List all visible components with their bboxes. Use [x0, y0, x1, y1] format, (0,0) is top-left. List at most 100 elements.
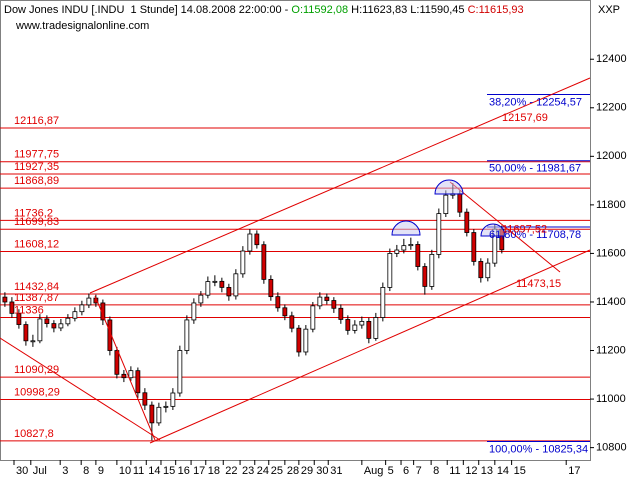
plot-border	[0, 0, 591, 461]
candle-body	[443, 194, 449, 215]
short-trend	[449, 181, 561, 273]
y-tick-label: 11400	[596, 296, 626, 308]
candle-body	[352, 324, 358, 331]
x-tick-label: 16	[178, 465, 190, 477]
candle-body	[408, 244, 414, 247]
watermark: www.tradesignalonline.com	[15, 20, 149, 32]
candle-body	[282, 307, 288, 317]
x-tick-label: 14	[148, 465, 160, 477]
level-label: 11387,87	[14, 292, 59, 304]
level-label: 11432,84	[14, 281, 59, 293]
x-tick-label: 14	[497, 465, 509, 477]
candle-body	[30, 340, 36, 343]
candle-body	[198, 294, 204, 304]
candle-body	[226, 287, 232, 297]
arc	[434, 179, 464, 195]
candle-body	[163, 405, 169, 408]
candle-body	[261, 244, 267, 280]
header-open: O:11592,08	[291, 4, 348, 16]
channel-upper	[89, 77, 591, 294]
arc	[391, 220, 421, 236]
candle-body	[135, 370, 141, 394]
candle-body	[170, 392, 176, 407]
x-tick-label: 7	[416, 465, 422, 477]
y-tick-label: 12400	[596, 53, 627, 65]
candle-body	[16, 312, 22, 325]
fan-line	[94, 295, 156, 441]
x-tick-label: 5	[388, 465, 394, 477]
candle-body	[142, 392, 148, 406]
candle-body	[331, 300, 337, 309]
candle-body	[478, 261, 484, 279]
candle-body	[401, 245, 407, 251]
x-tick-label: Aug	[364, 465, 384, 477]
y-tick-label: 11600	[596, 247, 626, 259]
candle-body	[191, 302, 197, 321]
x-tick-label: 15	[514, 465, 526, 477]
candle-body	[79, 304, 85, 313]
fib-label: 61,80% - 11708,78	[489, 229, 581, 241]
candle-body	[422, 266, 428, 287]
header-close: C:11615,93	[468, 4, 524, 16]
y-tick-label: 11200	[596, 344, 626, 356]
annotation: 11697,52	[502, 224, 547, 236]
candle-body	[114, 350, 120, 375]
candle-body	[317, 296, 323, 307]
header-high: H:11623,83	[351, 4, 407, 16]
x-tick-label: 12	[465, 465, 477, 477]
candle-body	[275, 296, 281, 309]
candle-body	[457, 193, 463, 213]
candle-body	[310, 305, 316, 330]
annotation: 12157,69	[502, 112, 548, 124]
candle-body	[289, 315, 295, 329]
candle-body	[72, 311, 78, 319]
candle-body	[23, 324, 29, 342]
candle-body	[436, 213, 442, 255]
x-tick-label: 25	[271, 465, 283, 477]
fib-label: 50,00% - 11981,67	[489, 163, 581, 175]
x-tick-label: 11	[449, 465, 460, 477]
level-label: 11699,83	[14, 216, 59, 228]
candle-body	[51, 323, 57, 329]
candle-body	[9, 301, 15, 314]
header: Dow Jones INDU [.INDU 1 Stunde] 14.08.20…	[4, 4, 524, 16]
x-tick-label: Jul	[33, 465, 47, 477]
candle-body	[240, 250, 246, 275]
candle-body	[303, 328, 309, 353]
candle-body	[485, 262, 491, 279]
arc	[480, 223, 506, 237]
x-tick-label: 18	[208, 465, 220, 477]
candle-body	[2, 296, 8, 303]
candle-body	[100, 302, 106, 321]
annotation: 11473,15	[516, 278, 561, 290]
candle-body	[464, 211, 470, 233]
candle-body	[471, 232, 477, 262]
candle-body	[387, 253, 393, 288]
x-tick-label: 28	[287, 465, 299, 477]
level-label: 11336	[14, 304, 44, 316]
channel-lower	[149, 249, 591, 444]
x-tick-label: 15	[163, 465, 175, 477]
candle-body	[373, 317, 379, 339]
trendlines	[0, 77, 591, 444]
x-tick-label: 30	[316, 465, 328, 477]
x-tick-label: 17	[193, 465, 205, 477]
x-tick-label: 6	[403, 465, 409, 477]
level-label: 10998,29	[14, 386, 60, 398]
y-tick-label: 10800	[596, 442, 627, 454]
candle-body	[324, 296, 330, 301]
candle-body	[86, 297, 92, 306]
candle-body	[184, 319, 190, 351]
candle-body	[156, 406, 162, 424]
x-tick-label: 23	[242, 465, 254, 477]
candle-body	[219, 280, 225, 288]
level-label: 11736,2	[14, 207, 53, 219]
level-label: 12116,87	[14, 115, 59, 127]
candle-body	[65, 317, 71, 325]
fib-label: 100,00% - 10825,34	[489, 443, 588, 455]
candle-body	[37, 318, 43, 342]
level-label: 11090,29	[14, 364, 59, 376]
arcs	[391, 179, 506, 237]
candle-body	[366, 320, 372, 339]
